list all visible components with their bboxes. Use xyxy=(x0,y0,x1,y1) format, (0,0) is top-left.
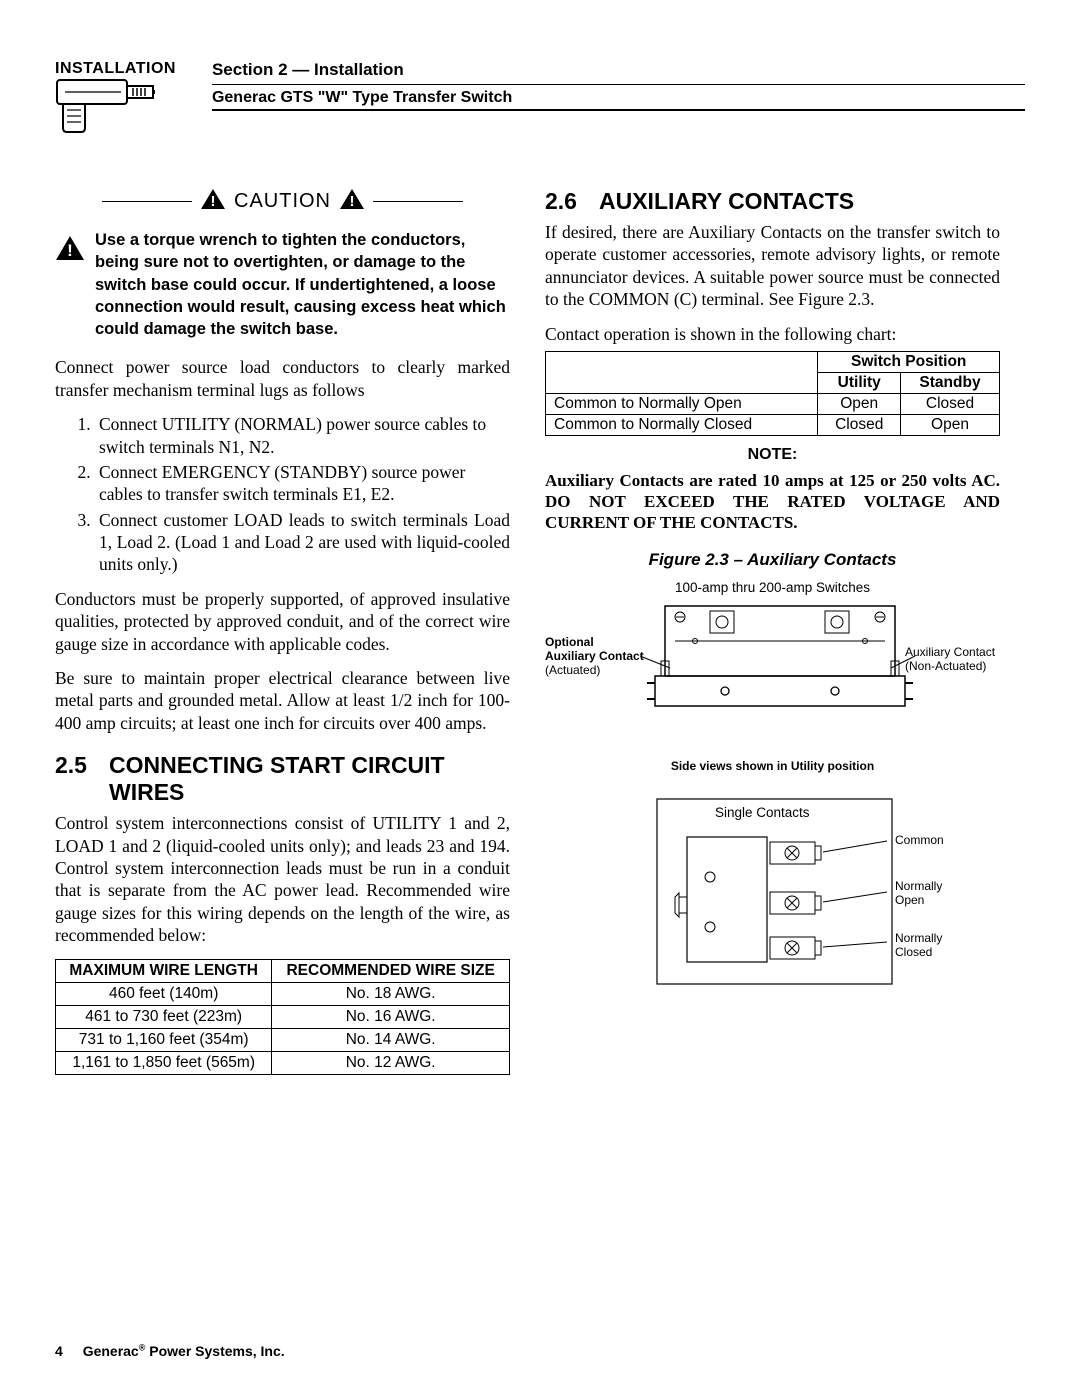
table-cell: Open xyxy=(818,393,901,414)
heading-number: 2.6 xyxy=(545,188,585,215)
paragraph: Contact operation is shown in the follow… xyxy=(545,323,1000,345)
right-column: 2.6 AUXILIARY CONTACTS If desired, there… xyxy=(545,188,1000,1085)
section-2-5-heading: 2.5 CONNECTING START CIRCUIT WIRES xyxy=(55,752,510,806)
paragraph: If desired, there are Auxiliary Contacts… xyxy=(545,221,1000,311)
table-header: MAXIMUM WIRE LENGTH xyxy=(56,959,272,982)
company-name: Generac® Power Systems, Inc. xyxy=(83,1343,285,1359)
diagram-label-common: Common xyxy=(895,833,944,847)
table-cell: 731 to 1,160 feet (354m) xyxy=(56,1028,272,1051)
table-cell: No. 16 AWG. xyxy=(272,1005,510,1028)
paragraph: Control system interconnections consist … xyxy=(55,812,510,946)
diagram-single-contacts: Single Contacts Common Normally Open Nor… xyxy=(655,797,955,987)
diagram-label-no: Normally Open xyxy=(895,879,965,907)
list-item: Connect EMERGENCY (STANDBY) source power… xyxy=(95,461,510,506)
diagram-title: Single Contacts xyxy=(715,805,810,820)
table-cell: 1,161 to 1,850 feet (565m) xyxy=(56,1051,272,1074)
table-header: Standby xyxy=(901,372,1000,393)
drill-icon xyxy=(55,78,155,133)
installation-badge: INSTALLATION xyxy=(55,60,182,133)
table-cell: Open xyxy=(901,414,1000,435)
caution-label: CAUTION xyxy=(234,190,331,213)
heading-title: AUXILIARY CONTACTS xyxy=(599,188,854,215)
section-heading: Section 2 — Installation xyxy=(212,60,1025,80)
table-cell: Common to Normally Open xyxy=(546,393,818,414)
heading-title: CONNECTING START CIRCUIT WIRES xyxy=(109,752,510,806)
diagram-label-nc: Normally Closed xyxy=(895,931,965,959)
section-2-6-heading: 2.6 AUXILIARY CONTACTS xyxy=(545,188,1000,215)
table-cell: Closed xyxy=(901,393,1000,414)
table-header: RECOMMENDED WIRE SIZE xyxy=(272,959,510,982)
svg-text:!: ! xyxy=(211,193,216,210)
diagram-label-left: Optional Auxiliary Contact (Actuated) xyxy=(545,635,650,677)
section-title-block: Section 2 — Installation Generac GTS "W"… xyxy=(212,60,1025,111)
diagram-label-right: Auxiliary Contact (Non-Actuated) xyxy=(905,645,1000,673)
table-cell: 461 to 730 feet (223m) xyxy=(56,1005,272,1028)
page-footer: 4 Generac® Power Systems, Inc. xyxy=(55,1342,285,1359)
wire-size-table: MAXIMUM WIRE LENGTH RECOMMENDED WIRE SIZ… xyxy=(55,959,510,1075)
paragraph: Connect power source load conductors to … xyxy=(55,356,510,401)
caution-text: Use a torque wrench to tighten the condu… xyxy=(95,229,510,340)
diagram-footnote: Side views shown in Utility position xyxy=(545,759,1000,773)
table-header: Switch Position xyxy=(818,351,1000,372)
note-body: Auxiliary Contacts are rated 10 amps at … xyxy=(545,470,1000,534)
numbered-list: Connect UTILITY (NORMAL) power source ca… xyxy=(55,413,510,576)
paragraph: Conductors must be properly supported, o… xyxy=(55,588,510,655)
list-item: Connect customer LOAD leads to switch te… xyxy=(95,509,510,576)
table-cell: No. 12 AWG. xyxy=(272,1051,510,1074)
list-item: Connect UTILITY (NORMAL) power source ca… xyxy=(95,413,510,458)
warning-triangle-icon: ! xyxy=(339,188,365,215)
caution-header: ! CAUTION ! xyxy=(55,188,510,215)
heading-number: 2.5 xyxy=(55,752,95,779)
svg-text:!: ! xyxy=(67,241,73,260)
warning-triangle-icon: ! xyxy=(55,235,85,340)
diagram-title: 100-amp thru 200-amp Switches xyxy=(545,580,1000,595)
note-heading: NOTE: xyxy=(545,446,1000,464)
table-header: Utility xyxy=(818,372,901,393)
page-header: INSTALLATION Section 2 — Installation Ge… xyxy=(55,60,1025,133)
figure-caption: Figure 2.3 – Auxiliary Contacts xyxy=(545,550,1000,570)
left-column: ! CAUTION ! ! Use a torque wrench to tig… xyxy=(55,188,510,1085)
table-cell: No. 14 AWG. xyxy=(272,1028,510,1051)
installation-label: INSTALLATION xyxy=(55,60,176,78)
table-cell: No. 18 AWG. xyxy=(272,982,510,1005)
svg-text:!: ! xyxy=(350,193,355,210)
switch-position-table: Switch Position Utility Standby Common t… xyxy=(545,351,1000,436)
paragraph: Be sure to maintain proper electrical cl… xyxy=(55,667,510,734)
page-number: 4 xyxy=(55,1343,63,1359)
table-cell: Common to Normally Closed xyxy=(546,414,818,435)
caution-body: ! Use a torque wrench to tighten the con… xyxy=(55,229,510,340)
table-cell: Closed xyxy=(818,414,901,435)
section-subheading: Generac GTS "W" Type Transfer Switch xyxy=(212,84,1025,107)
diagram-switch-top: Optional Auxiliary Contact (Actuated) Au… xyxy=(545,601,1000,741)
table-cell: 460 feet (140m) xyxy=(56,982,272,1005)
warning-triangle-icon: ! xyxy=(200,188,226,215)
